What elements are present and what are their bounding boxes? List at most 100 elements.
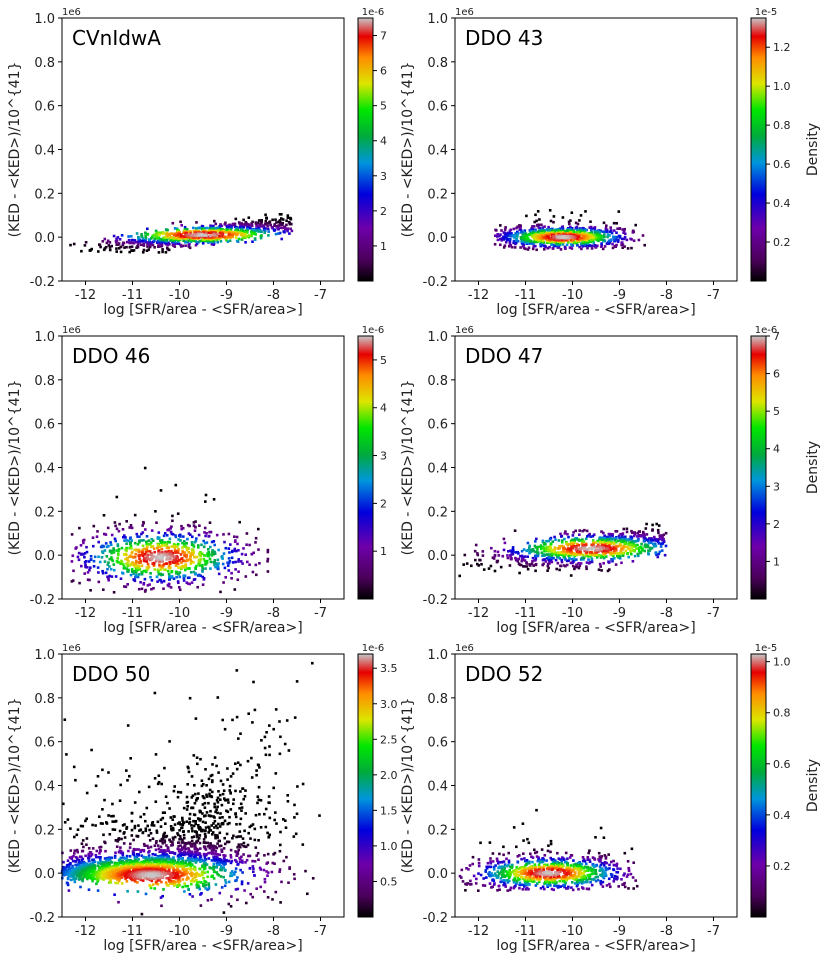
scatter-point [504, 241, 508, 244]
scatter-point [215, 764, 218, 768]
scatter-point [229, 861, 233, 865]
scatter-point [119, 846, 122, 849]
scatter-point [125, 567, 129, 570]
scatter-point [135, 240, 138, 244]
scatter-point [157, 231, 161, 235]
scatter-point [130, 568, 134, 571]
scatter-point [248, 224, 252, 227]
scatter-point [259, 230, 263, 233]
scatter-point [630, 552, 633, 556]
scatter-point [136, 543, 140, 546]
scatter-point [132, 853, 136, 857]
scatter-point [537, 235, 540, 238]
scatter-point [535, 219, 538, 223]
scatter-point [603, 540, 606, 544]
scatter-point [83, 552, 87, 555]
scatter-point [193, 784, 196, 787]
scatter-point [122, 861, 126, 864]
scatter-point [192, 561, 195, 564]
scatter-point [174, 564, 178, 567]
scatter-point [616, 554, 620, 557]
scatter-point [517, 562, 521, 566]
scatter-point [127, 858, 130, 862]
scatter-point [80, 858, 84, 862]
scatter-point [293, 816, 296, 819]
scatter-point [114, 839, 118, 842]
scatter-point [222, 533, 225, 536]
scatter-point [223, 869, 227, 872]
scatter-point [242, 218, 245, 222]
scatter-point [218, 235, 221, 238]
scatter-point [265, 217, 268, 220]
scatter-point [76, 828, 80, 831]
scatter-point [199, 847, 202, 850]
scatter-point [112, 814, 115, 818]
scatter-point [545, 228, 549, 232]
scatter-point [163, 841, 167, 844]
scatter-point [615, 548, 618, 552]
scatter-point [250, 756, 253, 760]
scatter-point [198, 819, 202, 822]
scatter-point [156, 570, 160, 573]
scatter-point [176, 822, 180, 825]
scatter-point [216, 805, 219, 809]
scatter-point [301, 843, 305, 846]
scatter-point [203, 526, 207, 530]
scatter-point [536, 554, 540, 558]
scatter-point [112, 548, 116, 551]
scatter-point [196, 236, 199, 240]
scatter-point [224, 799, 227, 802]
scatter-point [134, 559, 138, 563]
scatter-point [221, 866, 224, 870]
scatter-point [179, 233, 183, 237]
scatter-point [194, 820, 197, 823]
scatter-point [205, 795, 209, 798]
scatter-point [266, 224, 269, 228]
scatter-point [648, 546, 652, 550]
scatter-point [145, 249, 149, 252]
scatter-point [172, 556, 176, 559]
scatter-point [583, 243, 586, 246]
scatter-point [145, 547, 148, 550]
scatter-point [517, 231, 520, 235]
scatter-point [499, 224, 502, 227]
scatter-point [229, 874, 232, 878]
scatter-point [169, 566, 172, 569]
scatter-point [546, 564, 550, 568]
scatter-point [240, 843, 243, 846]
scatter-point [623, 245, 626, 248]
x-tick-label: -7 [314, 288, 327, 303]
scatter-point [634, 540, 637, 543]
scatter-point [168, 561, 171, 564]
scatter-point [525, 240, 529, 244]
scatter-point [151, 235, 154, 239]
scatter-point [236, 863, 239, 866]
scatter-point [163, 839, 167, 842]
scatter-point [167, 550, 170, 553]
scatter-point [170, 549, 173, 553]
scatter-point [626, 247, 630, 250]
scatter-point [524, 232, 528, 236]
scatter-point [112, 591, 116, 594]
scatter-point [626, 546, 630, 549]
scatter-point [195, 555, 198, 559]
colorbar-tick-label: 1 [380, 545, 387, 558]
scatter-point [234, 789, 237, 793]
scatter-point [613, 551, 617, 554]
scatter-point [237, 570, 240, 573]
scatter-point [588, 546, 591, 550]
scatter-point [97, 861, 101, 865]
scatter-point [125, 549, 128, 552]
scatter-point [224, 842, 227, 846]
scatter-point [86, 864, 89, 867]
scatter-point [156, 537, 160, 540]
scatter-point [118, 861, 122, 865]
scatter-point [213, 852, 216, 855]
scatter-point [218, 793, 222, 797]
scatter-point [179, 553, 183, 556]
scatter-point [590, 231, 594, 234]
scatter-point [572, 542, 575, 546]
scatter-point [162, 579, 166, 583]
scatter-point [87, 873, 91, 877]
scatter-point [224, 576, 227, 579]
